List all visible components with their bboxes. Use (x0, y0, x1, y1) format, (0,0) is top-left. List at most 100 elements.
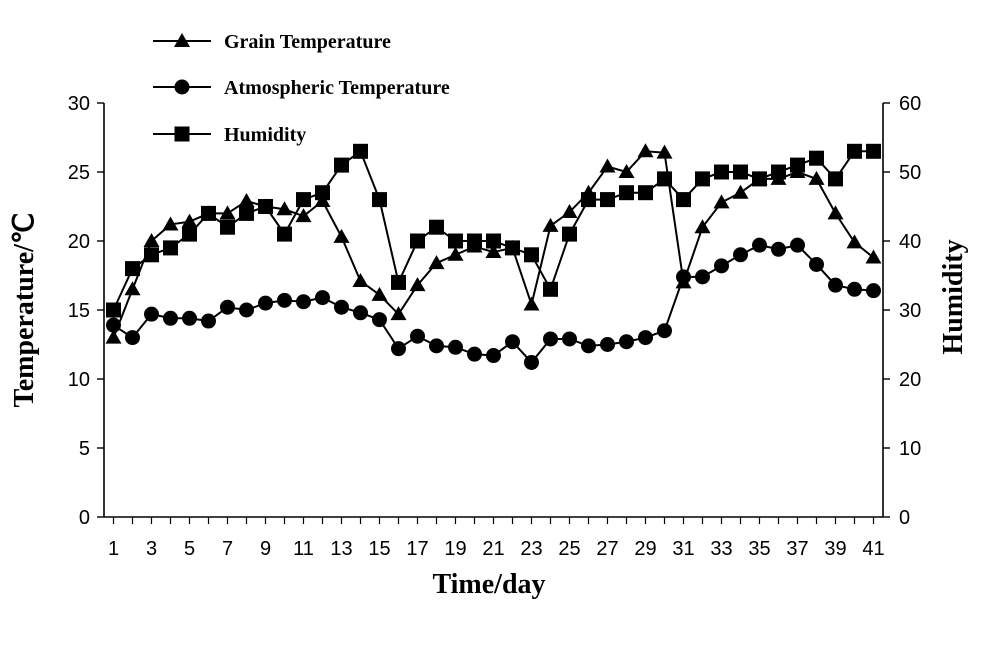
atmospheric-temperature-point (752, 237, 767, 253)
grain-temperature-point (846, 234, 863, 249)
atmospheric-temperature-point (125, 330, 140, 346)
atmospheric-temperature-point (429, 338, 444, 354)
atmospheric-temperature-point (581, 338, 596, 354)
humidity-point (866, 143, 881, 159)
humidity-series (106, 143, 881, 318)
humidity-point (752, 171, 767, 187)
grain-temperature-point (143, 233, 160, 247)
humidity-point (828, 171, 843, 187)
humidity-point (372, 192, 387, 208)
humidity-point (106, 302, 121, 318)
series-layer (105, 143, 882, 370)
x-tick-label: 11 (293, 538, 314, 560)
humidity-point (239, 205, 254, 221)
y2-tick-label: 0 (899, 507, 910, 529)
grain-temperature-point (352, 273, 369, 288)
y-axis-title: Temperature/℃ (9, 213, 40, 408)
x-tick-label: 7 (222, 538, 233, 560)
atmospheric-temperature-point (296, 294, 311, 310)
grain-temperature-point (485, 244, 502, 259)
legend-label: Atmospheric Temperature (224, 77, 450, 99)
y-tick-label: 30 (68, 93, 90, 115)
atmospheric-temperature-point (619, 334, 634, 350)
grain-temperature-point (599, 158, 616, 173)
humidity-point (543, 281, 558, 297)
humidity-point (790, 157, 805, 173)
humidity-point (676, 192, 691, 208)
legend-item-grain-temperature: Grain Temperature (153, 31, 391, 53)
grain-temperature-point (276, 201, 293, 216)
atmospheric-temperature-point (239, 302, 254, 318)
grain-temperature-point (409, 277, 426, 292)
grain-temperature-point (295, 208, 312, 223)
grain-temperature-point (523, 296, 540, 311)
atmospheric-temperature-point (676, 269, 691, 285)
atmospheric-temperature-point (657, 323, 672, 339)
atmospheric-temperature-point (524, 354, 539, 370)
x-tick-label: 29 (634, 538, 656, 560)
legend-item-humidity: Humidity (153, 124, 306, 146)
humidity-point (391, 274, 406, 290)
humidity-point (847, 143, 862, 159)
grain-temperature-point (162, 216, 179, 231)
humidity-point (524, 247, 539, 263)
atmospheric-temperature-point (201, 313, 216, 329)
atmospheric-temperature-point (277, 292, 292, 308)
grain-temperature-point (428, 255, 445, 270)
y2-tick-label: 60 (899, 93, 921, 115)
y2-tick-label: 30 (899, 300, 921, 322)
grain-temperature-point (827, 205, 844, 220)
humidity-point (144, 247, 159, 263)
grain-temperature-point (390, 306, 407, 321)
x-tick-label: 33 (710, 538, 732, 560)
y-tick-label: 0 (79, 507, 90, 529)
x-axis-title: Time/day (432, 569, 545, 600)
atmospheric-temperature-point (391, 341, 406, 357)
x-tick-label: 27 (596, 538, 618, 560)
legend-label: Grain Temperature (224, 31, 391, 53)
y2-axis-title: Humidity (938, 239, 969, 354)
atmospheric-temperature-point (733, 247, 748, 263)
humidity-point (600, 192, 615, 208)
grain-temperature-point (542, 217, 559, 232)
atmospheric-temperature-point (144, 306, 159, 322)
humidity-point (201, 205, 216, 221)
atmospheric-temperature-point (106, 317, 121, 333)
humidity-point (429, 219, 444, 235)
grain-temperature-point (618, 164, 635, 178)
humidity-point (638, 185, 653, 201)
grain-temperature-point (181, 213, 198, 228)
atmospheric-temperature-point (543, 331, 558, 347)
x-tick-label: 15 (368, 538, 390, 560)
grain-temperature-point (865, 249, 882, 264)
x-tick-label: 13 (330, 538, 352, 560)
humidity-point (163, 240, 178, 256)
humidity-point (258, 199, 273, 214)
humidity-point (410, 233, 425, 249)
grain-temperature-point (219, 205, 236, 220)
legend-marker (174, 33, 190, 47)
humidity-point (733, 164, 748, 180)
humidity-point (296, 192, 311, 208)
atmospheric-temperature-point (315, 290, 330, 306)
grain-temperature-point (732, 184, 749, 199)
humidity-point (182, 226, 197, 242)
atmospheric-temperature-point (163, 310, 178, 326)
humidity-point (353, 143, 368, 159)
right-y-ticks: 0 10 20 30 40 50 60 (883, 93, 921, 529)
atmospheric-temperature-point (714, 258, 729, 274)
atmospheric-temperature-point (695, 269, 710, 285)
x-tick-label: 25 (558, 538, 580, 560)
atmospheric-temperature-point (372, 312, 387, 328)
grain-temperature-point (808, 170, 825, 185)
atmospheric-temperature-point (410, 328, 425, 344)
y-tick-label: 15 (68, 300, 90, 322)
atmospheric-temperature-point (828, 277, 843, 293)
atmospheric-temperature-point (847, 281, 862, 297)
atmospheric-temperature-point (600, 337, 615, 352)
atmospheric-temperature-point (505, 334, 520, 350)
x-tick-label: 41 (862, 538, 884, 560)
x-tick-label: 21 (482, 538, 504, 560)
